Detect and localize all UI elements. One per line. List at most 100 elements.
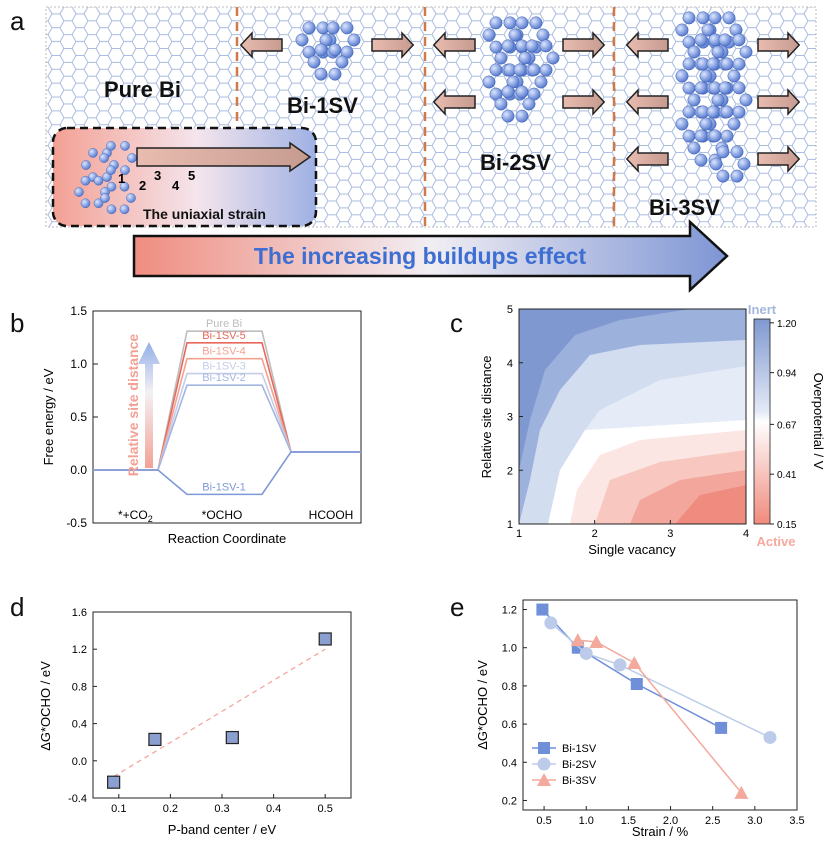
panel-letter-d: d: [10, 592, 25, 622]
site-number: 3: [154, 168, 161, 183]
d-ticks: 0.1 0.2 0.3 0.4 0.5 -0.4 0.0 0.4 0.8 1.2 1.6: [68, 607, 333, 815]
b-y-tick-label: 1.0: [70, 357, 87, 371]
c-x-tick-label: 2: [592, 528, 598, 540]
bi-atom: [522, 97, 536, 111]
c-colorbar-tick-label: 1.20: [777, 319, 797, 330]
panel-letter-a: a: [10, 6, 25, 36]
bi-atom: [494, 97, 508, 111]
c-colorbar-bottom-label: Active: [756, 534, 795, 549]
bi-atom: [314, 67, 328, 81]
bi-atom: [720, 105, 734, 119]
b-category-label: *+CO2: [118, 508, 153, 524]
b-series-line: [93, 330, 361, 471]
bi-atom: [711, 45, 725, 59]
c-y-tick-label: 1: [507, 519, 513, 531]
d-y-tick-label: 1.2: [72, 644, 87, 656]
c-plot-frame: [518, 308, 747, 525]
e-series: [536, 603, 777, 799]
bi-atom: [302, 21, 316, 35]
b-y-tick-label: 1.5: [70, 304, 87, 318]
strain-small-arrow: [625, 31, 669, 59]
b-series-line: [93, 357, 361, 471]
d-x-tick-label: 0.5: [318, 803, 333, 815]
c-x-tick-label: 3: [667, 528, 673, 540]
bi-atom: [716, 145, 730, 159]
b-series-label: Bi-1SV-1: [202, 481, 245, 493]
bi-atom: [93, 198, 104, 209]
strain-arrow: [136, 141, 312, 173]
b-category-label: *OCHO: [202, 508, 243, 522]
e-point: [571, 641, 584, 654]
c-x-axis-label: Single vacancy: [588, 542, 676, 557]
bi-atom: [74, 187, 84, 197]
bi-clusters: [295, 11, 753, 183]
bi-atom: [518, 51, 532, 65]
d-x-tick-label: 0.1: [111, 803, 126, 815]
panel-letter-b: b: [10, 308, 25, 338]
bi-atom: [675, 69, 689, 83]
bi-atom: [718, 81, 732, 95]
bi-atom: [515, 109, 529, 123]
d-x-tick-label: 0.4: [266, 803, 281, 815]
e-legend-label: Bi-3SV: [562, 775, 597, 787]
d-x-tick-label: 0.2: [163, 803, 178, 815]
c-colorbar-top-label: Inert: [748, 302, 777, 317]
bi-atom: [489, 40, 503, 54]
bi-atom: [494, 51, 508, 65]
bi-atom: [482, 28, 496, 42]
bi-atom: [99, 153, 109, 163]
bi-atom: [93, 175, 104, 186]
e-series-line: [550, 622, 771, 739]
bi-atom: [529, 16, 543, 30]
b-y-tick-label: 0.0: [70, 463, 87, 477]
site-number: 1: [118, 171, 125, 186]
bi-atom: [501, 39, 515, 53]
e-y-tick-label: 0.4: [502, 757, 517, 769]
e-y-tick-label: 0.2: [502, 795, 517, 807]
d-x-axis-label: P-band center / eV: [168, 822, 277, 837]
strain-small-arrow: [562, 88, 606, 116]
e-point: [544, 616, 558, 630]
panel-letter-e: e: [450, 592, 465, 622]
bi-atom: [709, 157, 723, 171]
bi-atom: [732, 57, 746, 71]
bi-atom: [126, 193, 136, 203]
bi-atom: [335, 55, 349, 69]
e-point: [536, 603, 549, 616]
b-series-line: [93, 384, 361, 471]
bi-atom: [525, 39, 539, 53]
bi-atom: [539, 63, 553, 77]
site-number: 5: [188, 168, 195, 183]
b-series-label: Bi-1SV-5: [202, 330, 245, 342]
e-legend-label: Bi-2SV: [562, 759, 597, 771]
strain-small-arrow: [757, 145, 801, 173]
e-x-tick-label: 2.5: [705, 815, 720, 827]
strain-small-arrow: [562, 31, 606, 59]
strain-small-arrow: [371, 31, 415, 59]
b-series-label: Bi-1SV-3: [202, 361, 245, 373]
b-series-line: [93, 372, 361, 471]
c-x-tick-label: 1: [516, 528, 522, 540]
b-y-axis-label: Free energy / eV: [41, 368, 56, 465]
strain-small-arrow: [239, 31, 283, 59]
bi-atom: [682, 81, 696, 95]
bi-atom: [88, 148, 98, 158]
bi-atom: [720, 57, 734, 71]
d-y-tick-label: -0.4: [68, 793, 87, 805]
bi-atom: [106, 181, 117, 192]
bi-atom: [694, 129, 708, 143]
c-y-tick-label: 2: [507, 465, 513, 477]
c-colorbar: [753, 318, 771, 525]
bi-atom: [699, 117, 713, 131]
d-points: [107, 632, 332, 789]
bi-atom: [508, 28, 522, 42]
bi-atom: [546, 51, 560, 65]
e-point: [627, 656, 642, 669]
bi-atom: [732, 81, 746, 95]
e-y-axis-label: ΔG*OCHO / eV: [475, 660, 490, 750]
bi-atom: [720, 129, 734, 143]
bi-atom: [295, 33, 309, 47]
e-legend: Bi-1SV Bi-2SV Bi-3SV: [532, 742, 597, 787]
bi-atom: [682, 105, 696, 119]
